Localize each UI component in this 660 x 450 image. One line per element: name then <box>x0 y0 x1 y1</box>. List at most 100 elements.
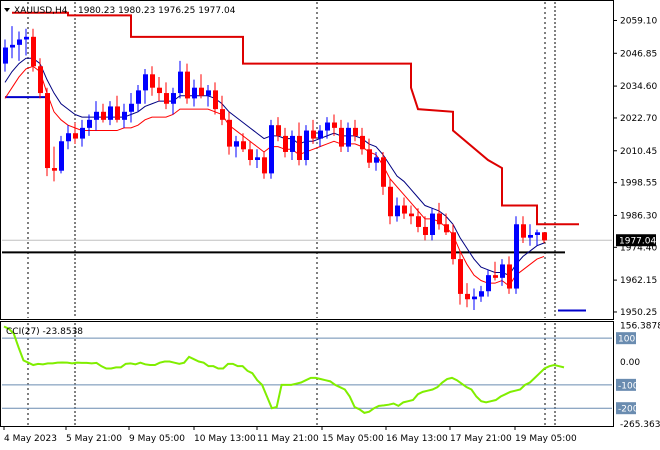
bear-candle <box>227 119 232 147</box>
cci-tick-label: 0.00 <box>620 358 640 368</box>
cci-level-label-box <box>616 402 636 415</box>
bear-candle <box>150 74 155 88</box>
bear-candle <box>38 66 43 94</box>
bear-candle <box>164 93 169 104</box>
time-tick-label: 19 May 05:00 <box>515 434 577 444</box>
bull-candle <box>171 93 176 104</box>
cci-tick-label: 156.3878 <box>620 322 660 332</box>
bull-candle <box>87 119 92 128</box>
ohlc-readout: 1980.23 1980.23 1976.25 1977.04 <box>78 6 236 16</box>
price-tick-label: 1974.40 <box>620 243 657 253</box>
bull-candle <box>10 44 15 48</box>
bear-candle <box>353 127 358 136</box>
cci-tick-label: 100 <box>618 335 635 345</box>
bear-candle <box>332 122 337 128</box>
axes: 2059.10 2046.85 2034.60 2022.70 2010.45 1998.… <box>3 16 660 444</box>
bull-candle <box>374 157 379 163</box>
current-price-label: 1977.04 <box>619 237 656 247</box>
bull-candle <box>17 39 22 45</box>
price-tick-label: 2022.70 <box>620 114 657 124</box>
bull-candle <box>290 135 295 152</box>
bull-candle <box>129 103 134 112</box>
bear-candle <box>458 259 463 294</box>
bull-candle <box>430 213 435 235</box>
bear-candle <box>276 125 281 136</box>
bear-candle <box>444 224 449 233</box>
bear-candle <box>115 106 120 120</box>
cci-level-label-box <box>616 378 636 391</box>
bear-candle <box>423 226 428 235</box>
bull-candle <box>24 36 29 40</box>
bear-candle <box>45 93 50 169</box>
bull-candle <box>472 296 477 300</box>
bear-candle <box>493 275 498 278</box>
bear-candle <box>52 168 57 171</box>
bear-candle <box>360 135 365 150</box>
bull-candle <box>500 264 505 278</box>
time-tick-label: 10 May 13:00 <box>194 434 256 444</box>
bear-candle <box>241 141 246 150</box>
price-tick-label: 2046.85 <box>620 49 657 59</box>
bear-candle <box>185 71 190 99</box>
bull-candle <box>206 90 211 96</box>
bull-candle <box>3 47 8 64</box>
bear-candle <box>465 293 470 300</box>
time-tick-label: 11 May 21:00 <box>257 434 319 444</box>
triangle-down-icon[interactable] <box>4 8 10 12</box>
time-tick-label: 17 May 21:00 <box>450 434 512 444</box>
cci-level-label-box <box>616 332 636 345</box>
bear-candle <box>388 186 393 217</box>
bear-candle <box>262 157 267 174</box>
bull-candle <box>528 234 533 238</box>
time-tick-label: 4 May 2023 <box>4 434 57 444</box>
bear-candle <box>31 36 36 67</box>
bear-candle <box>521 224 526 238</box>
bull-candle <box>108 106 113 120</box>
bear-candle <box>220 109 225 120</box>
price-tick-label: 1986.30 <box>620 211 657 221</box>
bull-candle <box>66 133 71 142</box>
price-tick-label: 2010.45 <box>620 147 657 157</box>
bear-candle <box>73 133 78 139</box>
bear-candle <box>437 213 442 225</box>
time-tick-label: 5 May 21:00 <box>66 434 122 444</box>
bull-candle <box>94 111 99 120</box>
bull-candle <box>143 74 148 91</box>
bull-candle <box>535 232 540 235</box>
bull-candle <box>234 141 239 147</box>
bull-candle <box>325 122 330 131</box>
bear-candle <box>542 232 547 241</box>
bull-candle <box>255 157 260 160</box>
bull-candle <box>514 224 519 289</box>
bear-candle <box>199 87 204 96</box>
cci-chart-plot[interactable] <box>2 325 612 414</box>
time-tick-label: 15 May 05:00 <box>322 434 384 444</box>
cci-indicator-label: CCI(27) -23.8538 <box>6 327 83 337</box>
price-tick-label: 1962.15 <box>620 276 657 286</box>
bull-candle <box>59 141 64 171</box>
bear-candle <box>157 87 162 94</box>
bull-candle <box>192 87 197 99</box>
bear-candle <box>381 157 386 187</box>
bear-candle <box>248 149 253 160</box>
bear-candle <box>416 216 421 227</box>
cci-tick-label: -200 <box>618 405 639 415</box>
price-chart-plot[interactable] <box>2 11 612 312</box>
symbol-label: XAUUSD,H4 <box>14 6 68 16</box>
bear-candle <box>409 213 414 217</box>
bull-candle <box>80 127 85 139</box>
bull-candle <box>395 205 400 217</box>
bull-candle <box>304 130 309 160</box>
price-tick-label: 2034.60 <box>620 82 657 92</box>
bull-candle <box>346 127 351 147</box>
bear-candle <box>402 205 407 214</box>
bull-candle <box>486 275 491 292</box>
price-tick-label: 1998.55 <box>620 179 657 189</box>
time-tick-label: 16 May 13:00 <box>386 434 448 444</box>
bull-candle <box>136 90 141 104</box>
bear-candle <box>297 135 302 160</box>
bear-candle <box>451 232 456 260</box>
cci-panel-frame <box>0 321 614 427</box>
